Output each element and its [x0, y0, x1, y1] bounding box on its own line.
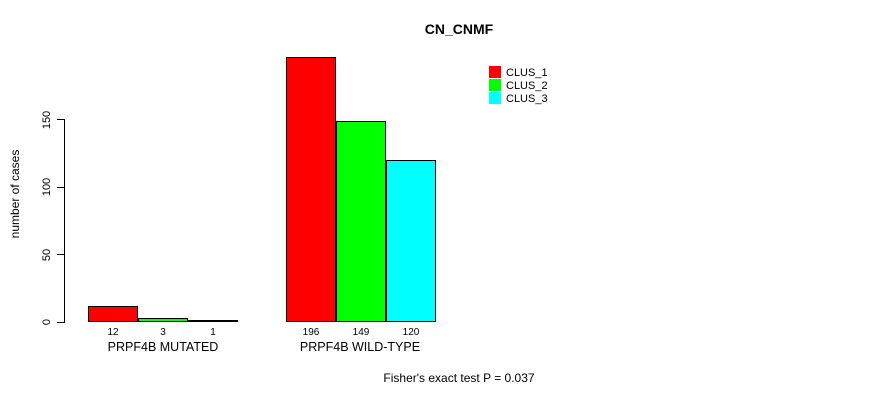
legend-row: CLUS_3 — [489, 92, 548, 105]
bar-clus-2-wild-type — [336, 121, 386, 322]
y-tick-mark — [57, 321, 65, 323]
y-tick-mark — [57, 119, 65, 120]
bar-value-label: 3 — [160, 327, 166, 338]
legend-label: CLUS_1 — [506, 67, 548, 79]
y-tick-label: 100 — [41, 177, 53, 197]
bar-clus-2-mutated — [138, 318, 188, 322]
y-tick-label: 0 — [41, 318, 53, 326]
y-tick-label: 150 — [41, 110, 53, 129]
legend-swatch-clus-2 — [489, 79, 501, 91]
bar-value-label: 1 — [210, 327, 216, 338]
y-tick-mark — [57, 186, 65, 188]
bar-clus-3-wild-type — [386, 160, 436, 322]
legend: CLUS_1 CLUS_2 CLUS_3 — [489, 66, 548, 105]
bar-value-label: 149 — [352, 327, 370, 338]
y-axis-line — [64, 120, 65, 323]
bar-clus-1-mutated — [88, 306, 138, 322]
bar-value-label: 12 — [107, 327, 119, 338]
bar-value-label: 196 — [302, 327, 320, 338]
legend-row: CLUS_2 — [489, 79, 548, 92]
group-label-wild-type: PRPF4B WILD-TYPE — [299, 340, 421, 354]
bar-value-label: 120 — [402, 327, 420, 338]
y-tick-label: 50 — [41, 248, 53, 261]
legend-swatch-clus-3 — [489, 92, 501, 104]
fisher-test-annotation: Fisher's exact test P = 0.037 — [383, 371, 535, 385]
chart-title: CN_CNMF — [424, 21, 494, 37]
bar-clus-3-mutated — [188, 320, 238, 322]
y-tick-mark — [57, 254, 65, 255]
legend-label: CLUS_3 — [506, 93, 548, 105]
bar-clus-1-wild-type — [286, 57, 336, 322]
legend-row: CLUS_1 — [489, 66, 548, 79]
legend-swatch-clus-1 — [489, 66, 501, 78]
group-label-mutated: PRPF4B MUTATED — [107, 340, 219, 354]
y-axis-label: number of cases — [8, 149, 22, 239]
legend-label: CLUS_2 — [506, 80, 548, 92]
